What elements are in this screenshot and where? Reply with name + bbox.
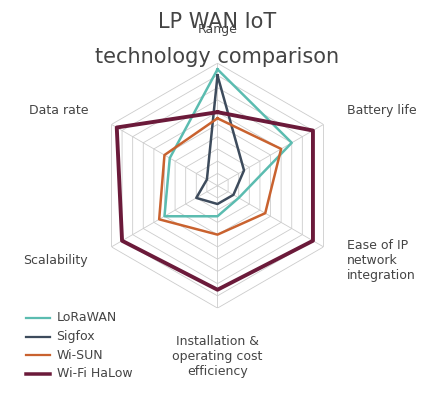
Text: Data rate: Data rate bbox=[29, 104, 88, 117]
Text: Wi-Fi HaLow: Wi-Fi HaLow bbox=[56, 367, 132, 380]
Text: LoRaWAN: LoRaWAN bbox=[56, 312, 117, 324]
Text: Range: Range bbox=[197, 23, 237, 36]
Text: Installation &
operating cost
efficiency: Installation & operating cost efficiency bbox=[172, 335, 262, 378]
Text: Sigfox: Sigfox bbox=[56, 330, 95, 343]
Text: Battery life: Battery life bbox=[346, 104, 415, 117]
Text: Wi-SUN: Wi-SUN bbox=[56, 349, 103, 361]
Text: technology comparison: technology comparison bbox=[95, 47, 339, 68]
Text: LP WAN IoT: LP WAN IoT bbox=[158, 12, 276, 32]
Text: Scalability: Scalability bbox=[23, 254, 88, 267]
Text: Ease of IP
network
integration: Ease of IP network integration bbox=[346, 239, 414, 282]
